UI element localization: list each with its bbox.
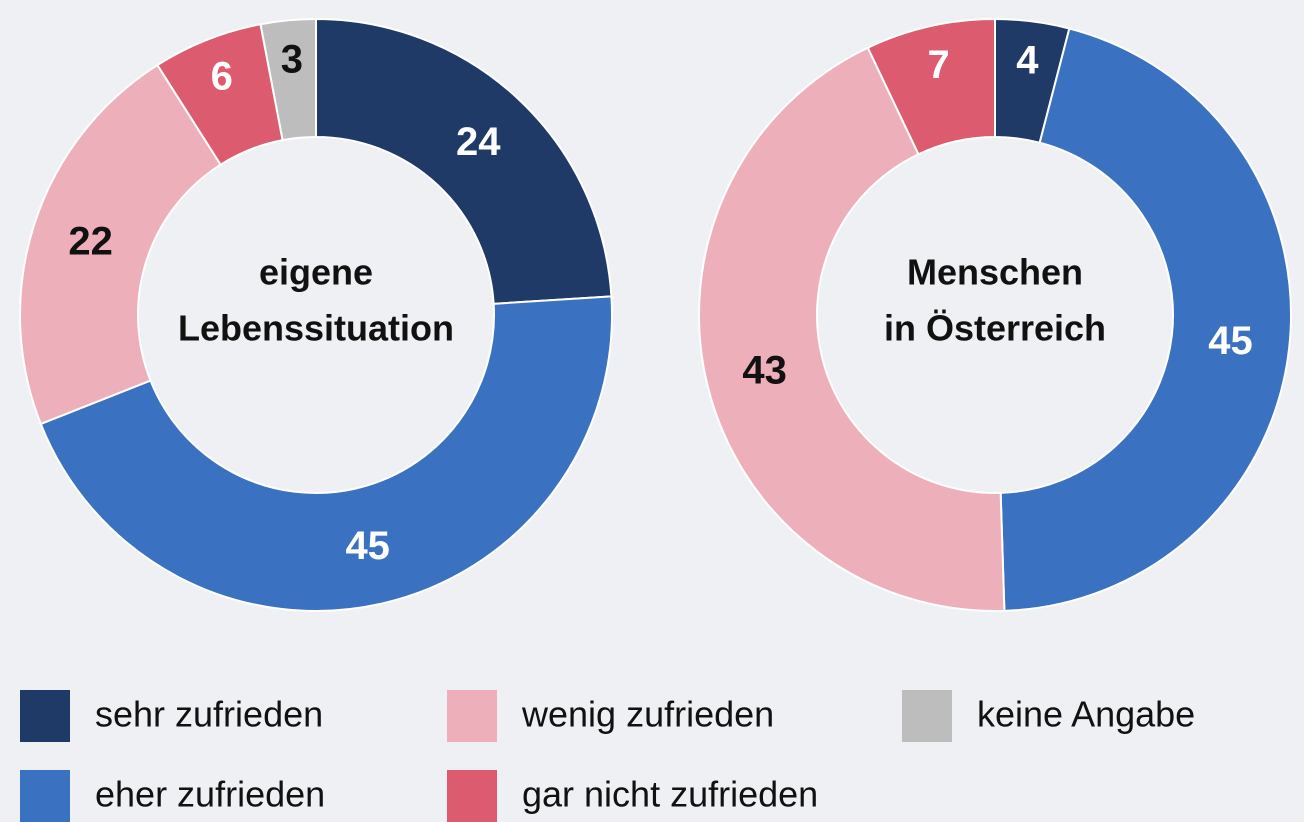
donut-segment <box>19 63 223 426</box>
value-label: 45 <box>1208 319 1253 363</box>
donut-segment <box>866 17 996 156</box>
legend-label: sehr zufrieden <box>95 694 323 735</box>
value-label: 43 <box>742 348 787 392</box>
center-title: Menschen <box>907 252 1083 293</box>
legend-label: wenig zufrieden <box>521 694 774 735</box>
legend-swatch <box>20 770 70 822</box>
center-title: Lebenssituation <box>178 308 454 349</box>
legend-swatch <box>902 690 952 742</box>
legend-label: eher zufrieden <box>95 774 325 815</box>
center-title: eigene <box>259 252 373 293</box>
legend-swatch <box>20 690 70 742</box>
value-label: 24 <box>456 120 501 164</box>
value-label: 22 <box>68 219 113 263</box>
legend-swatch <box>447 690 497 742</box>
value-label: 4 <box>1016 39 1039 83</box>
center-title: in Österreich <box>884 308 1106 349</box>
donut-segment <box>315 17 613 305</box>
legend-label: gar nicht zufrieden <box>522 774 818 815</box>
donut-segment <box>999 27 1292 612</box>
value-label: 7 <box>927 43 949 87</box>
legend-swatch <box>447 770 497 822</box>
legend-label: keine Angabe <box>977 694 1195 735</box>
value-label: 45 <box>345 524 390 568</box>
donut-segment <box>39 295 613 612</box>
donut-segment <box>259 17 317 142</box>
value-label: 3 <box>281 38 303 82</box>
donut-segment <box>698 46 1006 612</box>
value-label: 6 <box>211 55 233 99</box>
